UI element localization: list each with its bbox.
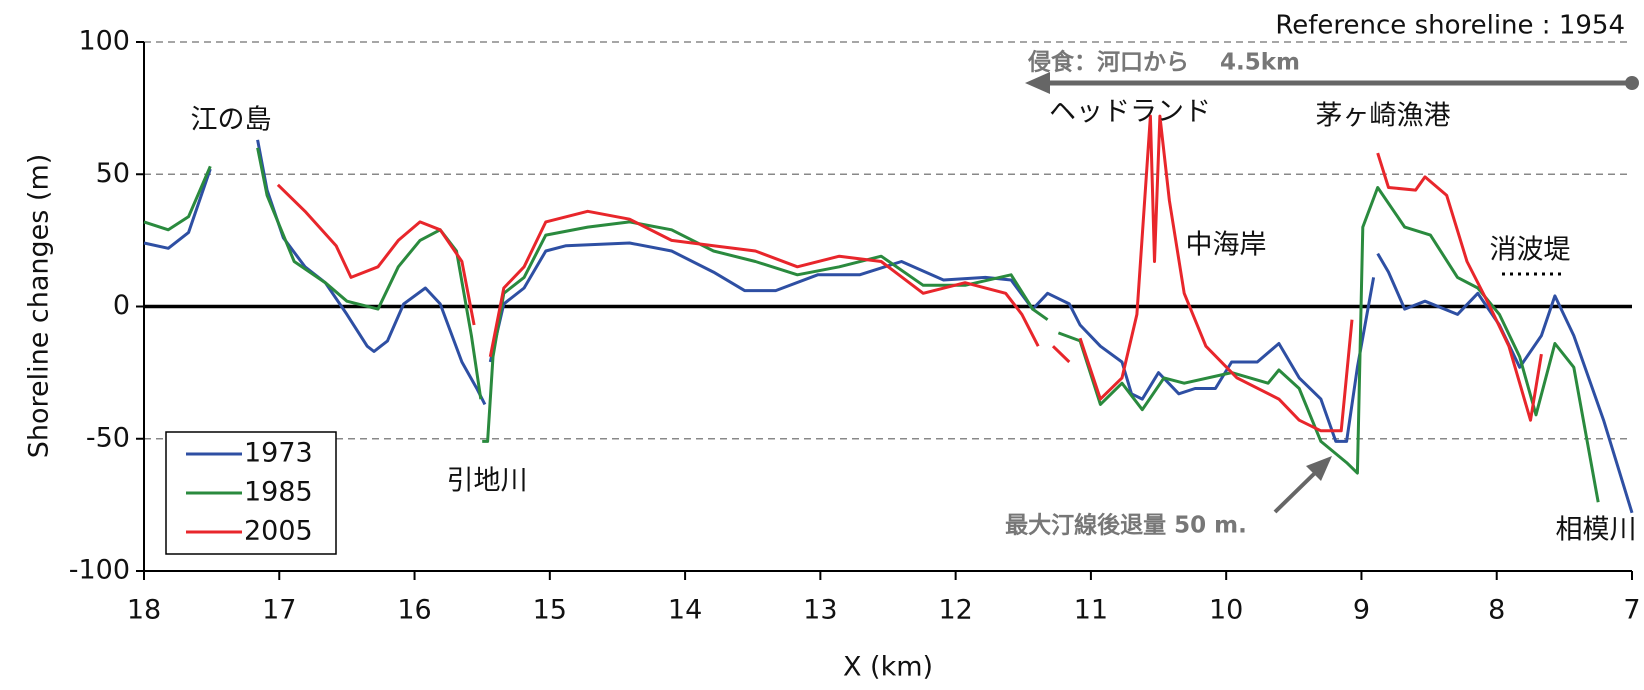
x-tick-label: 13 xyxy=(803,595,837,626)
annotation: 中海岸 xyxy=(1186,230,1267,261)
erosion-arrowhead xyxy=(1025,72,1050,94)
x-tick-label: 14 xyxy=(668,595,702,626)
pointer-arrowhead xyxy=(1306,456,1332,481)
annotation: 消波堤 xyxy=(1490,235,1571,266)
x-tick-label: 9 xyxy=(1353,595,1370,626)
x-tick-label: 12 xyxy=(938,595,972,626)
arrow-dot xyxy=(1625,76,1639,90)
annotation: 江の島 xyxy=(191,105,272,136)
x-tick-label: 10 xyxy=(1209,595,1243,626)
annotation: ヘッドランド xyxy=(1049,97,1211,128)
x-tick-label: 15 xyxy=(533,595,567,626)
series-line xyxy=(276,114,1543,433)
annotation: 引地川 xyxy=(447,466,528,497)
x-tick-label: 7 xyxy=(1623,595,1640,626)
annotation: 相模川 xyxy=(1556,515,1637,546)
series-line xyxy=(143,147,1600,503)
legend-label: 1985 xyxy=(244,477,313,508)
y-tick-label: 0 xyxy=(113,290,130,321)
annotation: 茅ヶ崎漁港 xyxy=(1316,101,1451,132)
annotation: 最大汀線後退量 50 m. xyxy=(1005,512,1247,539)
x-tick-label: 8 xyxy=(1488,595,1505,626)
x-tick-label: 18 xyxy=(127,595,161,626)
x-tick-label: 17 xyxy=(262,595,296,626)
series-line xyxy=(143,139,1634,514)
y-tick-label: 50 xyxy=(96,158,130,189)
annotation: Reference shoreline : 1954 xyxy=(1275,11,1625,41)
y-tick-label: 100 xyxy=(78,26,130,57)
x-tick-label: 16 xyxy=(397,595,431,626)
y-axis-label: Shoreline changes (m) xyxy=(24,154,55,459)
x-axis-label: X (km) xyxy=(843,652,933,683)
x-tick-label: 11 xyxy=(1074,595,1108,626)
legend-label: 1973 xyxy=(244,438,313,469)
legend-label: 2005 xyxy=(244,516,313,547)
pointer-arrow xyxy=(1273,468,1320,514)
y-tick-label: -100 xyxy=(69,555,130,586)
y-tick-label: -50 xyxy=(86,422,130,453)
annotation: 侵食：河口から xyxy=(1027,49,1189,76)
annotation: 4.5km xyxy=(1220,50,1300,76)
